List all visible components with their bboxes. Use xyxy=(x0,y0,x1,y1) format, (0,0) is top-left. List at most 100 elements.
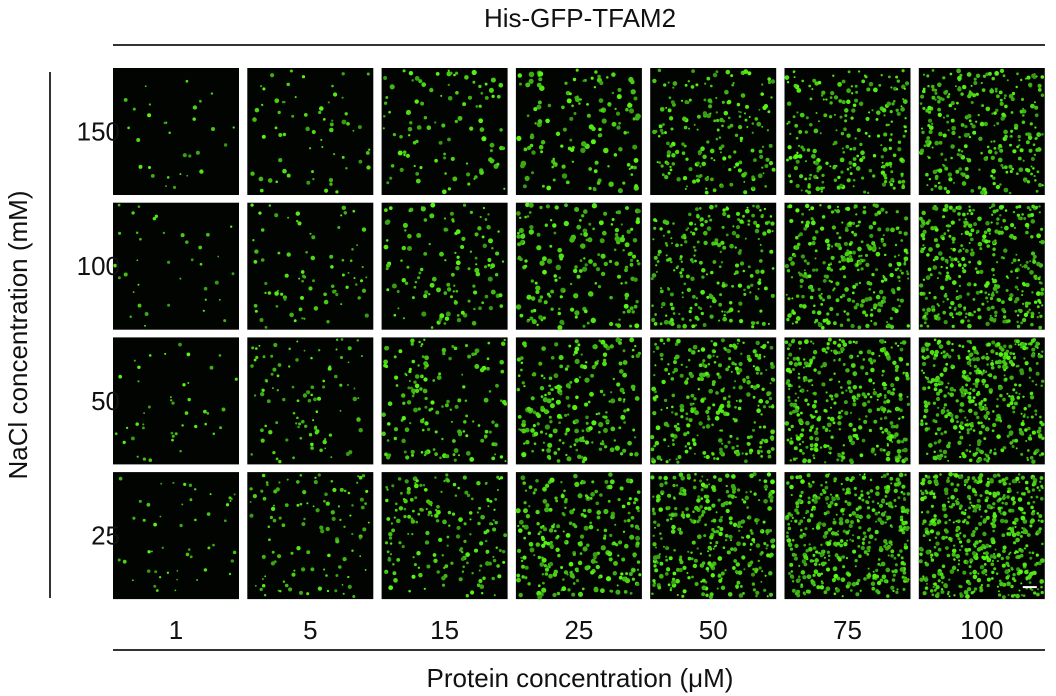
droplet xyxy=(339,355,344,360)
droplet xyxy=(975,231,978,234)
droplet xyxy=(843,127,847,131)
droplet xyxy=(933,387,938,392)
droplet xyxy=(722,119,726,123)
droplet xyxy=(962,269,967,274)
droplet xyxy=(970,313,974,317)
droplet xyxy=(545,432,548,435)
droplet xyxy=(718,408,723,413)
droplet xyxy=(922,386,927,391)
droplet xyxy=(795,320,799,324)
droplet xyxy=(900,107,905,112)
droplet xyxy=(701,592,706,597)
droplet xyxy=(523,442,526,445)
droplet xyxy=(321,145,324,149)
droplet xyxy=(682,589,687,594)
droplet xyxy=(977,442,981,447)
droplet xyxy=(325,526,330,532)
droplet xyxy=(895,457,900,462)
droplet xyxy=(801,440,805,444)
droplet xyxy=(716,587,719,590)
droplet xyxy=(679,555,683,559)
droplet xyxy=(942,449,948,455)
droplet xyxy=(795,183,800,188)
micrograph xyxy=(650,472,777,600)
droplet xyxy=(1038,281,1042,284)
droplet xyxy=(802,358,806,361)
droplet xyxy=(429,213,435,219)
droplet xyxy=(666,150,672,155)
droplet xyxy=(410,338,415,343)
droplet xyxy=(341,155,345,159)
droplet xyxy=(844,108,849,113)
droplet xyxy=(517,231,520,235)
droplet xyxy=(990,349,995,354)
droplet xyxy=(523,147,528,152)
droplet xyxy=(1020,452,1024,456)
droplet xyxy=(685,185,688,188)
droplet xyxy=(849,147,853,151)
droplet xyxy=(874,212,879,217)
droplet xyxy=(806,261,810,266)
droplet xyxy=(809,447,814,451)
droplet xyxy=(270,372,274,376)
droplet xyxy=(498,477,501,481)
droplet xyxy=(479,170,484,175)
droplet xyxy=(977,421,981,425)
droplet xyxy=(453,284,456,287)
droplet xyxy=(532,410,537,414)
droplet xyxy=(1002,355,1007,360)
droplet xyxy=(472,80,476,84)
droplet xyxy=(636,259,639,263)
droplet xyxy=(883,416,888,420)
droplet xyxy=(545,204,550,209)
droplet xyxy=(838,260,842,264)
droplet xyxy=(622,181,626,185)
droplet xyxy=(537,555,541,560)
droplet xyxy=(995,351,999,356)
droplet xyxy=(860,267,864,271)
droplet xyxy=(671,577,676,581)
droplet xyxy=(889,324,895,329)
droplet xyxy=(582,79,586,82)
droplet xyxy=(558,307,561,311)
droplet xyxy=(747,71,752,76)
droplet xyxy=(810,206,815,211)
droplet xyxy=(629,452,634,457)
droplet xyxy=(846,249,850,253)
droplet xyxy=(1014,343,1017,346)
droplet xyxy=(565,383,571,389)
droplet xyxy=(712,260,717,264)
droplet xyxy=(670,100,675,105)
droplet xyxy=(673,424,678,428)
droplet xyxy=(693,123,696,126)
droplet xyxy=(720,585,726,590)
droplet xyxy=(543,376,546,380)
droplet xyxy=(454,404,459,409)
droplet xyxy=(308,147,312,150)
droplet xyxy=(500,341,506,347)
droplet xyxy=(974,378,980,383)
droplet xyxy=(690,85,695,89)
droplet xyxy=(685,417,689,421)
droplet xyxy=(1034,126,1037,129)
droplet xyxy=(809,295,814,300)
droplet xyxy=(766,595,769,598)
droplet xyxy=(531,150,536,155)
droplet xyxy=(896,448,902,454)
droplet xyxy=(787,347,790,351)
droplet xyxy=(327,101,330,104)
droplet xyxy=(932,419,936,423)
droplet xyxy=(969,387,972,390)
droplet xyxy=(844,411,849,416)
droplet xyxy=(927,84,930,88)
droplet xyxy=(496,564,500,568)
droplet xyxy=(423,252,428,256)
droplet xyxy=(676,177,681,182)
droplet xyxy=(702,111,708,116)
droplet xyxy=(133,359,136,362)
droplet xyxy=(352,129,355,132)
droplet xyxy=(452,439,456,443)
droplet xyxy=(385,346,390,351)
droplet xyxy=(467,299,471,303)
droplet xyxy=(1008,164,1013,169)
